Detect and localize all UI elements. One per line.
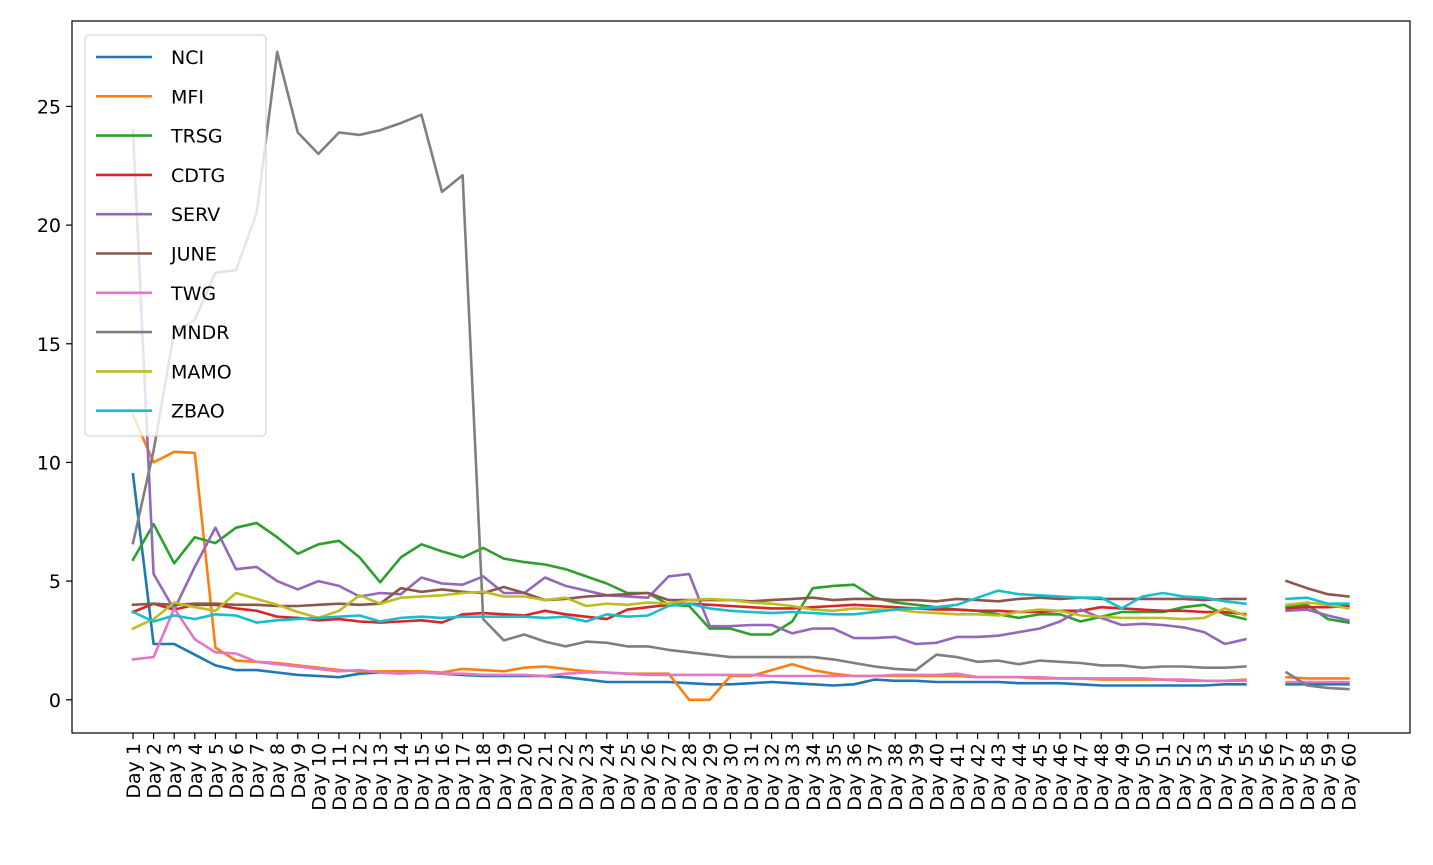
x-tick-label: Day 29 <box>700 743 722 811</box>
x-tick-label: Day 51 <box>1153 743 1175 811</box>
legend-label-zbao: ZBAO <box>171 401 225 423</box>
legend-label-twg: TWG <box>170 283 216 305</box>
x-tick-label: Day 47 <box>1071 743 1093 811</box>
x-tick-label: Day 10 <box>308 743 330 811</box>
x-tick-label: Day 27 <box>659 743 681 811</box>
x-tick-label: Day 56 <box>1256 743 1278 811</box>
legend-label-nci: NCI <box>171 47 204 69</box>
x-tick-label: Day 34 <box>803 743 825 811</box>
x-tick-label: Day 40 <box>926 743 948 811</box>
x-tick-label: Day 42 <box>968 743 990 811</box>
y-tick-label: 20 <box>37 215 61 237</box>
x-tick-label: Day 31 <box>741 743 763 811</box>
x-tick-label: Day 16 <box>432 743 454 811</box>
y-tick-label: 15 <box>37 334 61 356</box>
x-tick-label: Day 49 <box>1112 743 1134 811</box>
legend-label-mndr: MNDR <box>171 322 229 344</box>
series-line-mndr <box>131 50 1350 691</box>
series-line-nci <box>131 472 1350 687</box>
series-line-twg <box>131 607 1350 684</box>
x-tick-label: Day 39 <box>906 743 928 811</box>
x-tick-label: Day 2 <box>144 743 166 799</box>
x-tick-label: Day 53 <box>1194 743 1216 811</box>
x-tick-label: Day 52 <box>1174 743 1196 811</box>
x-tick-label: Day 59 <box>1318 743 1340 811</box>
legend-label-mamo: MAMO <box>171 361 232 383</box>
legend-label-trsg: TRSG <box>170 126 223 148</box>
x-tick-label: Day 24 <box>597 743 619 811</box>
x-tick-label: Day 20 <box>514 743 536 811</box>
x-tick-label: Day 21 <box>535 743 557 811</box>
x-tick-label: Day 44 <box>1009 743 1031 811</box>
y-tick-label: 25 <box>37 96 61 118</box>
x-tick-label: Day 11 <box>329 743 351 811</box>
x-tick-label: Day 8 <box>267 743 289 799</box>
legend-label-serv: SERV <box>171 204 220 226</box>
x-tick-label: Day 19 <box>494 743 516 811</box>
x-tick-label: Day 9 <box>288 743 310 799</box>
x-tick-label: Day 26 <box>638 743 660 811</box>
x-tick-label: Day 18 <box>473 743 495 811</box>
x-tick-label: Day 23 <box>576 743 598 811</box>
x-tick-label: Day 48 <box>1091 743 1113 811</box>
x-tick-label: Day 37 <box>865 743 887 811</box>
legend-label-cdtg: CDTG <box>171 165 225 187</box>
x-tick-label: Day 12 <box>350 743 372 811</box>
x-tick-label: Day 22 <box>556 743 578 811</box>
x-tick-label: Day 41 <box>947 743 969 811</box>
x-tick-label: Day 32 <box>762 743 784 811</box>
x-tick-label: Day 28 <box>679 743 701 811</box>
series-line-zbao <box>131 589 1350 624</box>
x-tick-label: Day 6 <box>226 743 248 799</box>
x-tick-label: Day 17 <box>453 743 475 811</box>
x-tick-label: Day 5 <box>205 743 227 799</box>
x-tick-label: Day 3 <box>164 743 186 799</box>
x-tick-label: Day 15 <box>411 743 433 811</box>
x-tick-label: Day 13 <box>370 743 392 811</box>
x-tick-label: Day 25 <box>617 743 639 811</box>
plot-frame <box>71 20 1411 734</box>
x-tick-label: Day 57 <box>1277 743 1299 811</box>
y-tick-label: 0 <box>49 690 61 712</box>
legend-label-june: JUNE <box>170 244 217 266</box>
y-tick-label: 10 <box>37 452 61 474</box>
x-tick-label: Day 38 <box>885 743 907 811</box>
x-tick-label: Day 30 <box>720 743 742 811</box>
y-axis: 0 5 10 15 20 25 <box>37 96 72 712</box>
x-tick-label: Day 1 <box>123 743 145 799</box>
x-tick-label: Day 45 <box>1029 743 1051 811</box>
legend: NCI MFI TRSG CDTG SERV JUNE TWG MNDR MAMO ZBAO <box>84 34 267 437</box>
x-tick-label: Day 46 <box>1050 743 1072 811</box>
series-layer <box>131 50 1350 702</box>
legend-label-mfi: MFI <box>171 86 204 108</box>
x-tick-label: Day 60 <box>1338 743 1360 811</box>
x-tick-label: Day 35 <box>823 743 845 811</box>
x-tick-label: Day 55 <box>1235 743 1257 811</box>
y-tick-label: 5 <box>49 571 61 593</box>
x-tick-label: Day 7 <box>247 743 269 799</box>
x-tick-label: Day 50 <box>1132 743 1154 811</box>
x-tick-label: Day 54 <box>1215 743 1237 811</box>
x-tick-label: Day 14 <box>391 743 413 811</box>
x-tick-label: Day 43 <box>988 743 1010 811</box>
series-line-serv <box>131 128 1350 646</box>
x-tick-label: Day 36 <box>844 743 866 811</box>
x-tick-label: Day 33 <box>782 743 804 811</box>
x-tick-label: Day 58 <box>1297 743 1319 811</box>
x-tick-label: Day 4 <box>185 743 207 799</box>
